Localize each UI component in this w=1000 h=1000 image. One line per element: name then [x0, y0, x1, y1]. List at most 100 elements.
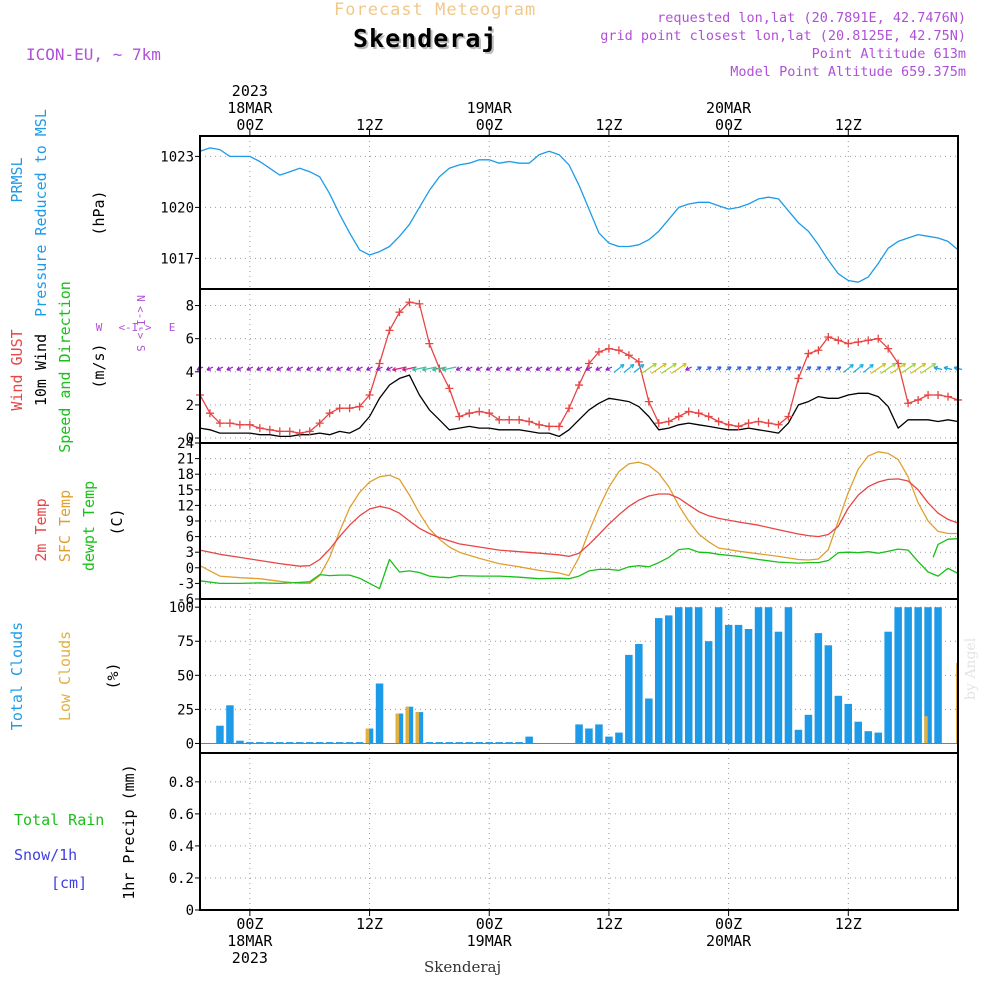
total-cloud-bar — [934, 607, 942, 744]
clouds-tick-label: 0 — [186, 736, 194, 752]
wind-ylabel-unit: (m/s) — [90, 343, 108, 388]
total-cloud-bar — [784, 607, 793, 744]
wind-arrow-head — [276, 366, 281, 371]
gust-marker — [614, 346, 623, 355]
wind-arrow-shaft — [633, 364, 645, 373]
temp-tick-label: 18 — [177, 467, 194, 483]
requested-coords: requested lon,lat (20.7891E, 42.7476N) — [657, 10, 966, 26]
pressure-tick-label: 1023 — [160, 149, 194, 165]
wind-arrow-head — [943, 365, 949, 371]
wind-arrow-head — [826, 366, 832, 371]
wind-arrow-head — [286, 366, 291, 371]
wind-arrow-head — [565, 366, 571, 371]
pressure-tick-label: 1017 — [160, 251, 194, 267]
credit-watermark: by Angel — [963, 637, 979, 700]
model-label: ICON-EU, ~ 7km — [26, 45, 161, 64]
wind-arrow-head — [685, 366, 690, 371]
total-cloud-bar — [226, 705, 234, 744]
wind-arrow-head — [236, 366, 241, 371]
wind-arrow-shaft — [650, 362, 667, 374]
gridpoint-coords: grid point closest lon,lat (20.8125E, 42… — [600, 28, 966, 44]
wind-arrow-head — [346, 366, 351, 371]
gust-marker — [604, 344, 613, 353]
wind-arrow-head — [921, 362, 927, 368]
gust-marker — [225, 419, 234, 428]
total-cloud-bar — [256, 742, 264, 744]
precip-tick-label: 0 — [186, 903, 194, 919]
wind-arrow-head — [605, 366, 610, 371]
total-cloud-bar — [844, 703, 852, 744]
gust-marker — [714, 417, 723, 426]
wind-arrow-shaft — [402, 366, 417, 371]
low-cloud-bar — [395, 713, 400, 744]
wind-arrow-shaft — [910, 362, 926, 374]
gust-marker — [515, 415, 524, 424]
gust-marker — [764, 419, 773, 428]
total-cloud-bar — [345, 742, 354, 744]
total-cloud-bar — [595, 724, 603, 744]
wind-arrow-head — [575, 366, 581, 371]
total-cloud-bar — [864, 731, 872, 744]
x-label-bottom: 12Z — [595, 915, 622, 933]
wind-arrow-head — [786, 366, 792, 371]
chart-title: Forecast Meteogram — [334, 0, 537, 20]
gust-marker — [485, 409, 494, 418]
gust-marker — [425, 339, 434, 348]
precip-tick-label: 0.8 — [169, 775, 194, 791]
total-cloud-bar — [455, 742, 464, 744]
total-cloud-bar — [445, 742, 454, 744]
wind-arrow-shaft — [670, 362, 687, 374]
gust-marker — [844, 339, 853, 348]
clouds-ylabel-total: Total Clouds — [8, 622, 26, 730]
gust-marker — [245, 420, 254, 429]
precip-tick-label: 0.2 — [169, 871, 194, 887]
wind-arrow-head — [545, 366, 551, 371]
total-cloud-bar — [914, 607, 922, 744]
pressure-ylabel-2: Pressure Reduced to MSL — [32, 109, 50, 317]
total-cloud-bar — [814, 633, 823, 744]
total-cloud-bar — [804, 714, 813, 744]
wind-arrow-shaft — [933, 366, 943, 371]
wind-arrow-head — [316, 366, 321, 371]
wind-arrow-head — [336, 366, 341, 371]
gust-marker — [235, 420, 244, 429]
wind-arrow-head — [402, 366, 407, 372]
total-cloud-bar — [266, 742, 274, 744]
low-cloud-bar — [924, 716, 928, 744]
compass-e: E — [169, 321, 176, 334]
total-cloud-bar — [585, 728, 593, 744]
wind-arrow-head — [306, 366, 311, 371]
low-cloud-bar — [405, 706, 410, 744]
gust-marker — [864, 336, 873, 345]
wind-arrow-shaft — [900, 362, 916, 374]
gust-marker — [824, 333, 833, 342]
gust-marker — [664, 417, 673, 426]
total-cloud-bar — [724, 624, 733, 744]
wind-arrow-shaft — [412, 366, 427, 371]
gust-marker — [654, 419, 663, 428]
x-label-bottom: 18MAR — [227, 932, 273, 950]
wind-arrow-shaft — [943, 366, 953, 371]
gust-marker — [784, 412, 793, 421]
x-label-top: 12Z — [356, 116, 383, 134]
wind-arrow-head — [816, 366, 822, 371]
wind-arrow-head — [246, 366, 251, 371]
temp-ylabel-dewpt: dewpt Temp — [80, 481, 98, 571]
x-label-top: 00Z — [476, 116, 503, 134]
wind-arrow-head — [737, 366, 742, 371]
wind-arrow-head — [901, 362, 907, 368]
dewpt-line-tail — [932, 538, 959, 558]
wind-arrow-shaft — [392, 366, 407, 371]
wind-arrow-head — [431, 366, 437, 372]
wind-arrow-head — [727, 366, 732, 371]
clouds-ylabel-low: Low Clouds — [56, 631, 74, 721]
wind-arrow-shaft — [880, 362, 897, 374]
wind-arrow-shaft — [890, 362, 906, 374]
temp-tick-label: 6 — [186, 530, 194, 546]
gust-marker — [275, 427, 284, 436]
total-cloud-bar — [236, 740, 244, 744]
total-cloud-bar — [525, 736, 533, 744]
x-label-top: 00Z — [236, 116, 263, 134]
gust-marker — [215, 419, 224, 428]
